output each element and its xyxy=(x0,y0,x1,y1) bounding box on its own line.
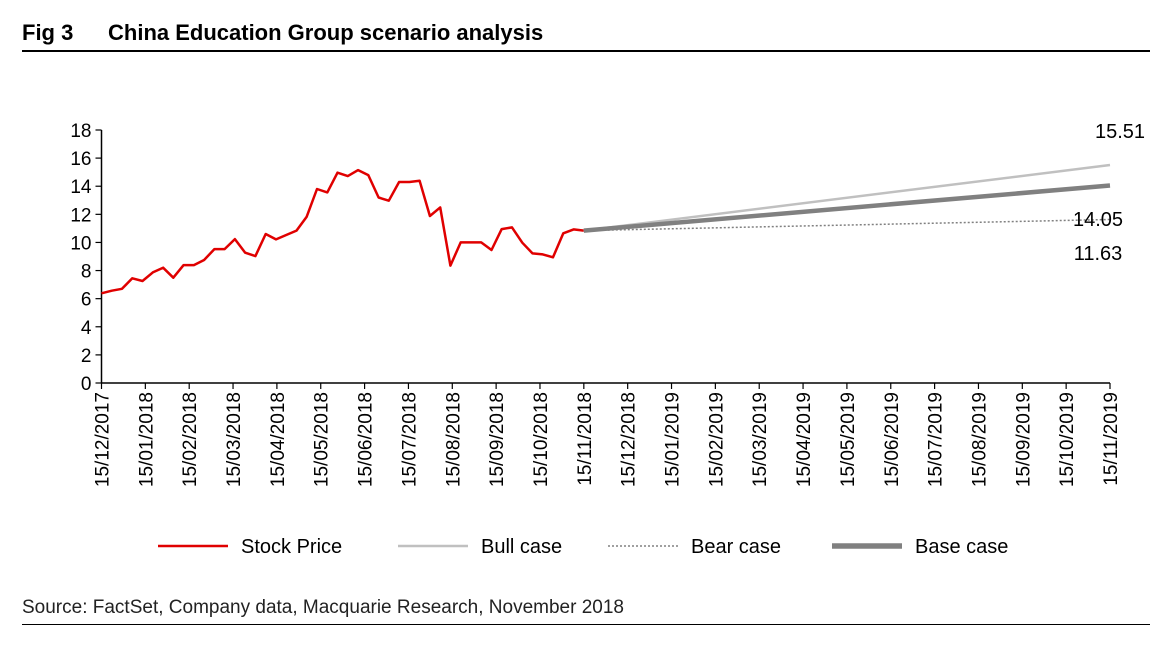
y-tick-label: 18 xyxy=(70,121,91,142)
y-tick-label: 8 xyxy=(81,262,92,283)
y-tick-label: 0 xyxy=(81,374,92,395)
x-tick-label: 15/04/2019 xyxy=(794,392,815,487)
x-tick-label: 15/10/2019 xyxy=(1057,392,1078,487)
x-tick-label: 15/10/2018 xyxy=(531,392,552,487)
legend-label: Bear case xyxy=(691,536,781,558)
end-value-label: 15.51 xyxy=(1095,121,1145,143)
series-base-case xyxy=(583,183,1111,233)
x-tick-label: 15/07/2019 xyxy=(926,392,947,487)
x-tick-label: 15/04/2018 xyxy=(268,392,289,487)
figure-number: Fig 3 xyxy=(22,20,74,45)
series-stock-price xyxy=(101,168,584,295)
x-tick-label: 15/08/2018 xyxy=(443,392,464,487)
legend-label: Base case xyxy=(915,536,1008,558)
x-tick-label: 15/01/2018 xyxy=(136,392,157,487)
x-tick-label: 15/09/2018 xyxy=(487,392,508,487)
y-tick-label: 2 xyxy=(81,346,92,367)
x-tick-label: 15/11/2019 xyxy=(1101,392,1122,486)
x-tick-label: 15/05/2019 xyxy=(838,392,859,487)
source-rule xyxy=(22,624,1150,625)
x-tick-label: 15/02/2019 xyxy=(706,392,727,487)
y-tick-label: 16 xyxy=(70,149,91,170)
y-tick-label: 6 xyxy=(81,290,92,311)
y-tick-label: 14 xyxy=(70,177,92,198)
end-value-label: 11.63 xyxy=(1074,243,1123,265)
x-tick-label: 15/06/2018 xyxy=(356,392,377,487)
end-value-label: 14.05 xyxy=(1073,209,1123,231)
legend-label: Stock Price xyxy=(241,536,342,558)
series-bull-case xyxy=(583,163,1111,232)
x-tick-label: 15/05/2018 xyxy=(312,392,333,487)
x-tick-label: 15/08/2019 xyxy=(969,392,990,487)
figure-title-text: China Education Group scenario analysis xyxy=(108,20,544,45)
y-tick-label: 4 xyxy=(81,318,92,339)
x-tick-label: 15/07/2018 xyxy=(399,392,420,487)
legend-label: Bull case xyxy=(481,536,562,558)
title-rule xyxy=(22,50,1150,52)
y-tick-label: 10 xyxy=(70,233,91,254)
x-tick-label: 15/11/2018 xyxy=(575,392,596,486)
x-tick-label: 15/02/2018 xyxy=(180,392,201,487)
x-tick-label: 15/03/2019 xyxy=(750,392,771,487)
x-tick-label: 15/12/2017 xyxy=(93,392,114,487)
x-tick-label: 15/01/2019 xyxy=(663,392,684,487)
source-note: Source: FactSet, Company data, Macquarie… xyxy=(22,597,624,618)
y-tick-label: 12 xyxy=(70,205,91,226)
x-tick-label: 15/09/2019 xyxy=(1013,392,1034,487)
x-tick-label: 15/06/2019 xyxy=(882,392,903,487)
x-tick-label: 15/12/2018 xyxy=(619,392,640,487)
x-tick-label: 15/03/2018 xyxy=(224,392,245,487)
figure-title: Fig 3 China Education Group scenario anal… xyxy=(22,20,543,46)
